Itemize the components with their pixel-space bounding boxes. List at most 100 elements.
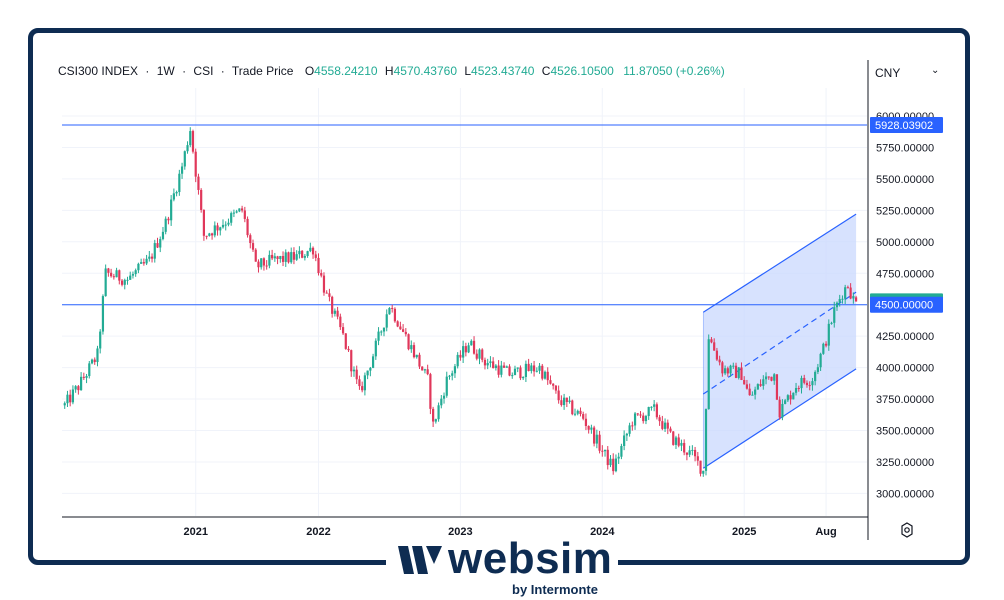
candle-body bbox=[674, 437, 678, 445]
candle-body bbox=[281, 256, 285, 262]
candle-body bbox=[666, 422, 669, 429]
candle-body bbox=[625, 433, 628, 436]
candle-body bbox=[311, 247, 315, 255]
candle-body bbox=[213, 225, 216, 236]
candle-body bbox=[317, 257, 320, 274]
candle-body bbox=[653, 404, 656, 407]
candle-body bbox=[677, 437, 680, 446]
candle-body bbox=[573, 413, 577, 415]
candle-body bbox=[486, 363, 489, 366]
candle-body bbox=[219, 227, 222, 231]
candle-body bbox=[126, 279, 129, 281]
candle-body bbox=[612, 458, 615, 472]
x-tick-label: Aug bbox=[815, 526, 836, 538]
candle-body bbox=[178, 173, 181, 193]
candle-body bbox=[827, 323, 830, 346]
candle-body bbox=[743, 379, 746, 385]
candle-body bbox=[175, 192, 178, 194]
chevron-down-icon: ⌄ bbox=[931, 65, 940, 76]
currency-label: CNY bbox=[875, 66, 901, 80]
candle-body bbox=[554, 385, 558, 391]
candle-body bbox=[339, 316, 342, 328]
candle-body bbox=[232, 212, 236, 214]
candle-body bbox=[655, 404, 658, 418]
x-tick-label: 2024 bbox=[590, 526, 615, 538]
candle-body bbox=[180, 166, 184, 174]
candle-body bbox=[292, 252, 296, 260]
symbol-name[interactable]: CSI300 INDEX bbox=[58, 64, 139, 78]
candle-body bbox=[221, 224, 225, 228]
candle-body bbox=[290, 252, 293, 263]
candle-body bbox=[399, 326, 402, 330]
currency-selector[interactable]: CNY ⌄ bbox=[869, 60, 943, 86]
candle-body bbox=[350, 350, 353, 372]
hline-price-badge: 4500.00000 bbox=[875, 300, 933, 312]
y-tick-label: 3000.00000 bbox=[876, 488, 934, 500]
candle-body bbox=[516, 367, 519, 369]
candle-body bbox=[142, 262, 145, 264]
candle-body bbox=[235, 211, 238, 213]
candle-body bbox=[524, 363, 527, 377]
candle-body bbox=[849, 287, 852, 299]
candle-body bbox=[658, 417, 661, 422]
candle-body bbox=[167, 218, 170, 221]
candle-body bbox=[85, 376, 88, 378]
candle-body bbox=[835, 302, 839, 308]
candle-body bbox=[497, 365, 500, 375]
candle-body bbox=[636, 413, 639, 415]
candle-body bbox=[71, 389, 75, 403]
candle-body bbox=[702, 470, 705, 474]
interval-label[interactable]: 1W bbox=[156, 64, 175, 78]
channel-median-line bbox=[702, 291, 857, 395]
candle-body bbox=[273, 256, 276, 259]
candle-body bbox=[467, 345, 470, 353]
candle-body bbox=[101, 296, 105, 332]
candle-body bbox=[224, 224, 227, 226]
candle-body bbox=[77, 386, 80, 391]
candle-body bbox=[601, 450, 604, 452]
separator: · bbox=[182, 64, 187, 78]
candle-body bbox=[325, 292, 328, 294]
candle-body bbox=[63, 403, 66, 406]
candle-body bbox=[691, 449, 694, 451]
candle-body bbox=[527, 363, 530, 372]
candle-body bbox=[582, 414, 585, 419]
candle-body bbox=[309, 247, 312, 252]
candle-body bbox=[734, 365, 738, 378]
candle-body bbox=[134, 270, 137, 275]
candle-body bbox=[824, 343, 828, 346]
high-value: 4570.43760 bbox=[393, 64, 457, 78]
candle-body bbox=[301, 250, 304, 258]
candle-body bbox=[93, 359, 96, 363]
candle-body bbox=[680, 442, 683, 446]
candle-body bbox=[295, 254, 298, 260]
candle-body bbox=[197, 176, 200, 190]
candle-body bbox=[576, 410, 579, 414]
candle-body bbox=[328, 293, 331, 297]
candle-body bbox=[268, 254, 271, 266]
candle-body bbox=[704, 409, 708, 471]
candle-body bbox=[595, 434, 598, 444]
y-tick-label: 3750.00000 bbox=[876, 394, 934, 406]
candle-body bbox=[380, 331, 383, 333]
candle-body bbox=[451, 373, 454, 376]
candle-body bbox=[593, 427, 596, 444]
settings-gear-icon[interactable] bbox=[898, 521, 916, 539]
candle-body bbox=[459, 354, 462, 358]
candle-body bbox=[131, 274, 135, 276]
candle-body bbox=[241, 208, 244, 211]
candle-body bbox=[208, 233, 211, 236]
candle-body bbox=[230, 213, 233, 223]
channel-upper-line bbox=[702, 213, 857, 313]
candle-body bbox=[382, 327, 386, 332]
candle-body bbox=[227, 222, 230, 225]
candle-body bbox=[492, 361, 495, 369]
candle-body bbox=[434, 419, 437, 422]
candle-body bbox=[66, 394, 69, 404]
low-value: 4523.43740 bbox=[471, 64, 535, 78]
candle-body bbox=[112, 276, 115, 278]
separator: · bbox=[220, 64, 225, 78]
candle-body bbox=[442, 395, 446, 399]
candle-body bbox=[260, 258, 263, 268]
